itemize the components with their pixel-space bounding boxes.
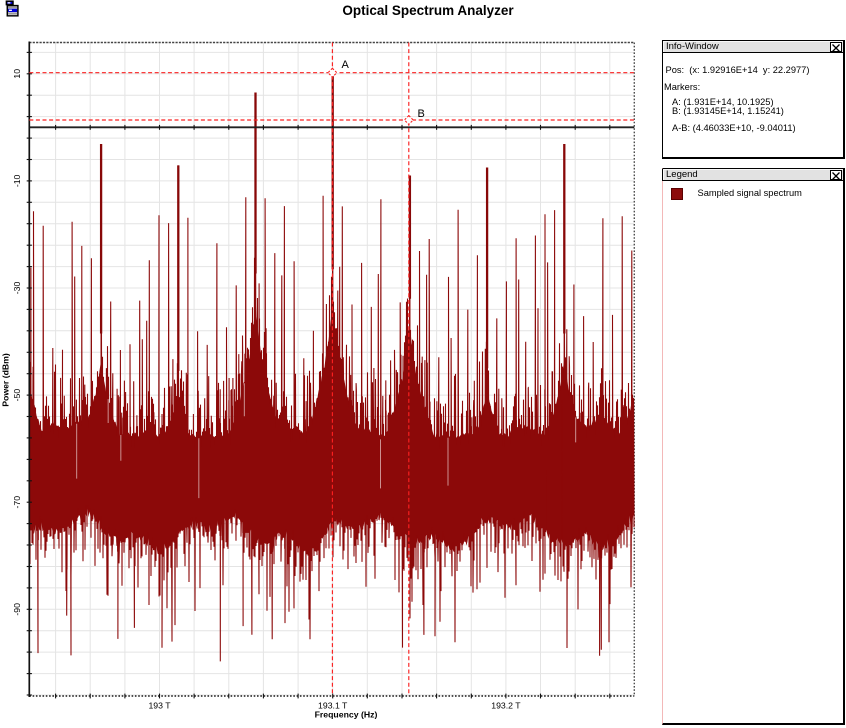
svg-text:193.2 T: 193.2 T (491, 701, 521, 711)
svg-text:10: 10 (12, 69, 22, 79)
svg-text:-50: -50 (12, 389, 22, 402)
svg-text:193.1 T: 193.1 T (318, 701, 348, 711)
svg-text:Frequency (Hz): Frequency (Hz) (315, 710, 378, 720)
svg-text:-10: -10 (12, 174, 22, 187)
svg-text:-90: -90 (12, 603, 22, 616)
svg-text:A: A (342, 59, 350, 71)
svg-text:-30: -30 (12, 282, 22, 295)
svg-text:193 T: 193 T (148, 701, 171, 711)
svg-text:B: B (418, 108, 425, 120)
svg-text:-70: -70 (12, 496, 22, 509)
svg-text:Power (dBm): Power (dBm) (1, 353, 11, 407)
